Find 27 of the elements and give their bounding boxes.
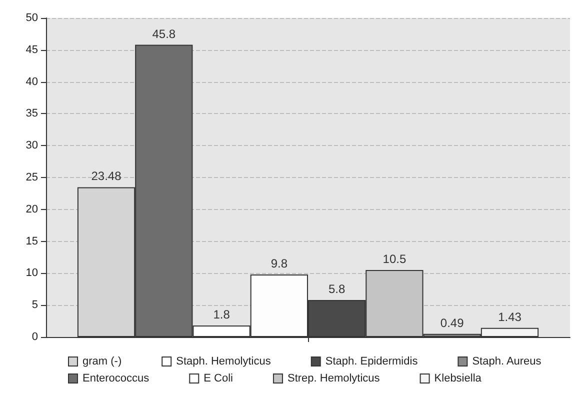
data-label: 1.8 (213, 308, 230, 322)
y-tick-label: 50 (26, 12, 38, 24)
legend-label: Strep. Hemolyticus (287, 372, 380, 384)
y-tick-label: 10 (26, 267, 38, 280)
data-label: 10.5 (382, 252, 406, 266)
y-tick-label: 15 (26, 235, 38, 248)
y-tick-label: 45 (26, 44, 38, 56)
data-label: 0.49 (440, 316, 464, 330)
data-label: 5.8 (328, 282, 346, 296)
data-label: 23.48 (91, 169, 122, 184)
y-tick-label: 20 (26, 203, 38, 216)
legend-label: Enterococcus (82, 372, 150, 384)
legend-label: E Coli (204, 372, 233, 384)
y-tick-label: 35 (26, 108, 38, 120)
y-tick-label: 40 (26, 76, 38, 88)
data-label: 9.8 (270, 256, 288, 270)
y-tick-label: 25 (26, 172, 38, 184)
legend-label: Staph. Hemolyticus (176, 356, 272, 368)
legend-label: Staph. Epidermidis (325, 356, 418, 368)
data-label: 1.43 (498, 310, 522, 324)
y-tick-label: 0 (32, 331, 38, 343)
y-tick-label: 30 (26, 140, 38, 152)
legend-label: Klebsiella (434, 372, 482, 384)
data-label: 45.8 (152, 26, 176, 41)
legend-label: Staph. Aureus (472, 356, 542, 368)
legend-label: gram (-) (82, 356, 122, 368)
y-tick-label: 5 (32, 299, 38, 312)
